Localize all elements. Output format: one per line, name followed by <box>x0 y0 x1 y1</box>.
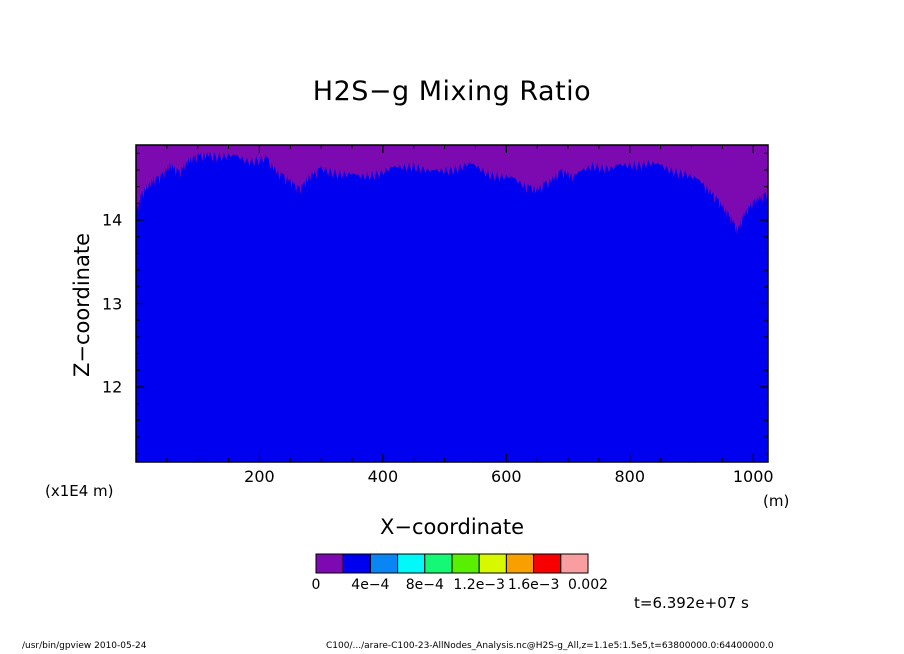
footer-program-date: /usr/bin/gpview 2010-05-24 <box>22 641 146 651</box>
colorbar-label: 0.002 <box>568 577 608 593</box>
x-tick-label: 400 <box>368 467 399 486</box>
colorbar-swatch <box>370 554 397 573</box>
colorbar-label: 8e−4 <box>406 577 444 593</box>
y-tick-label: 12 <box>102 377 122 396</box>
x-axis-unit-label: (m) <box>763 492 789 510</box>
colorbar-swatch <box>343 554 370 573</box>
x-tick-label: 200 <box>244 467 275 486</box>
colorbar-swatch <box>479 554 506 573</box>
heatmap-field <box>136 145 768 462</box>
colorbar-swatch <box>316 554 343 573</box>
colorbar-swatch <box>398 554 425 573</box>
colorbar-swatch <box>452 554 479 573</box>
y-axis-label: Z−coordinate <box>70 233 94 377</box>
x-axis-label: X−coordinate <box>380 515 524 539</box>
colorbar-label: 4e−4 <box>351 577 389 593</box>
colorbar-label: 0 <box>312 577 321 593</box>
x-tick-label: 1000 <box>733 467 774 486</box>
colorbar-swatch <box>425 554 452 573</box>
colorbar-swatch <box>534 554 561 573</box>
x-tick-label: 800 <box>614 467 645 486</box>
footer-data-source: C100/.../arare-C100-23-AllNodes_Analysis… <box>326 641 774 651</box>
y-tick-label: 14 <box>102 211 122 230</box>
colorbar-label: 1.6e−3 <box>508 577 560 593</box>
x-tick-label: 600 <box>491 467 522 486</box>
colorbar <box>316 554 588 573</box>
colorbar-swatch <box>561 554 588 573</box>
y-axis-scale-label: (x1E4 m) <box>45 482 114 500</box>
time-label: t=6.392e+07 s <box>634 594 749 612</box>
y-tick-label: 13 <box>102 294 122 313</box>
colorbar-label: 1.2e−3 <box>453 577 505 593</box>
colorbar-swatch <box>506 554 533 573</box>
main-fill-region <box>136 152 768 462</box>
